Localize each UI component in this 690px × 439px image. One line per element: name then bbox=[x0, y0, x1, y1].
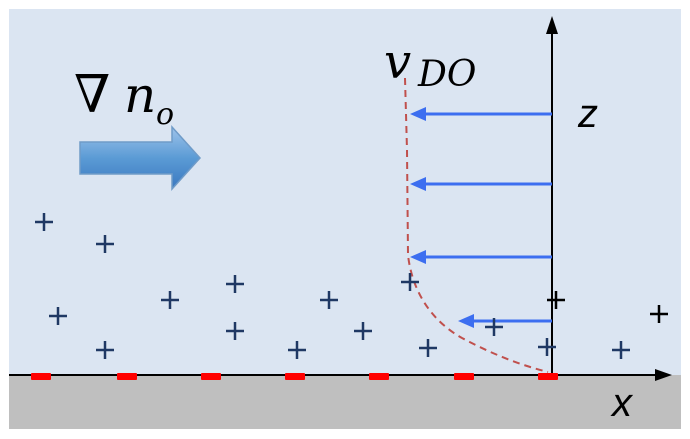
surface-charge-icon bbox=[454, 373, 474, 380]
surface-charge-icon bbox=[117, 373, 137, 380]
surface-charge-icon bbox=[31, 373, 51, 380]
fluid-region bbox=[9, 9, 681, 375]
substrate bbox=[9, 375, 681, 429]
velocity-subscript: DO bbox=[417, 54, 476, 95]
surface-charge-icon bbox=[285, 373, 305, 380]
velocity-variable: v bbox=[384, 34, 411, 90]
nabla-symbol: ∇ bbox=[74, 65, 110, 125]
gradient-variable: n bbox=[124, 66, 156, 124]
x-axis-label: x bbox=[610, 381, 634, 425]
surface-charge-icon bbox=[201, 373, 221, 380]
surface-charge-icon bbox=[538, 373, 558, 380]
z-axis-label: z bbox=[577, 92, 598, 136]
surface-charge-icon bbox=[369, 373, 389, 380]
